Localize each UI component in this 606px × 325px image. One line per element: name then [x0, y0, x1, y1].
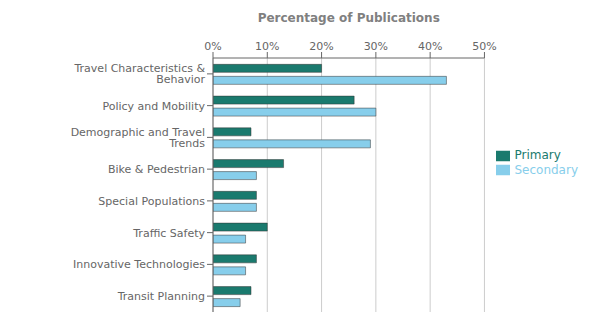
svg-text:40%: 40% — [418, 40, 442, 53]
html-text:Secondary: Secondary — [514, 162, 578, 177]
svg-text:0%: 0% — [204, 40, 221, 53]
svg-text:Special Populations: Special Populations — [98, 195, 205, 208]
svg-text:Travel Characteristics &Behavi: Travel Characteristics &Behavior — [73, 62, 205, 86]
svg-text:Transit Planning: Transit Planning — [117, 290, 205, 303]
svg-text:20%: 20% — [309, 40, 333, 53]
svg-text:Demographic and TravelTrends: Demographic and TravelTrends — [71, 126, 206, 150]
svg-text:Percentage of Publications: Percentage of Publications — [258, 11, 440, 25]
svg-text:Traffic Safety: Traffic Safety — [132, 227, 205, 240]
svg-text:Policy and Mobility: Policy and Mobility — [102, 100, 205, 113]
html-text:Primary: Primary — [514, 148, 561, 162]
svg-text:Innovative Technologies: Innovative Technologies — [73, 258, 205, 271]
svg-text:10%: 10% — [255, 40, 279, 53]
svg-text:Bike & Pedestrian: Bike & Pedestrian — [108, 163, 205, 176]
svg-text:50%: 50% — [472, 40, 496, 53]
svg-text:30%: 30% — [364, 40, 388, 53]
